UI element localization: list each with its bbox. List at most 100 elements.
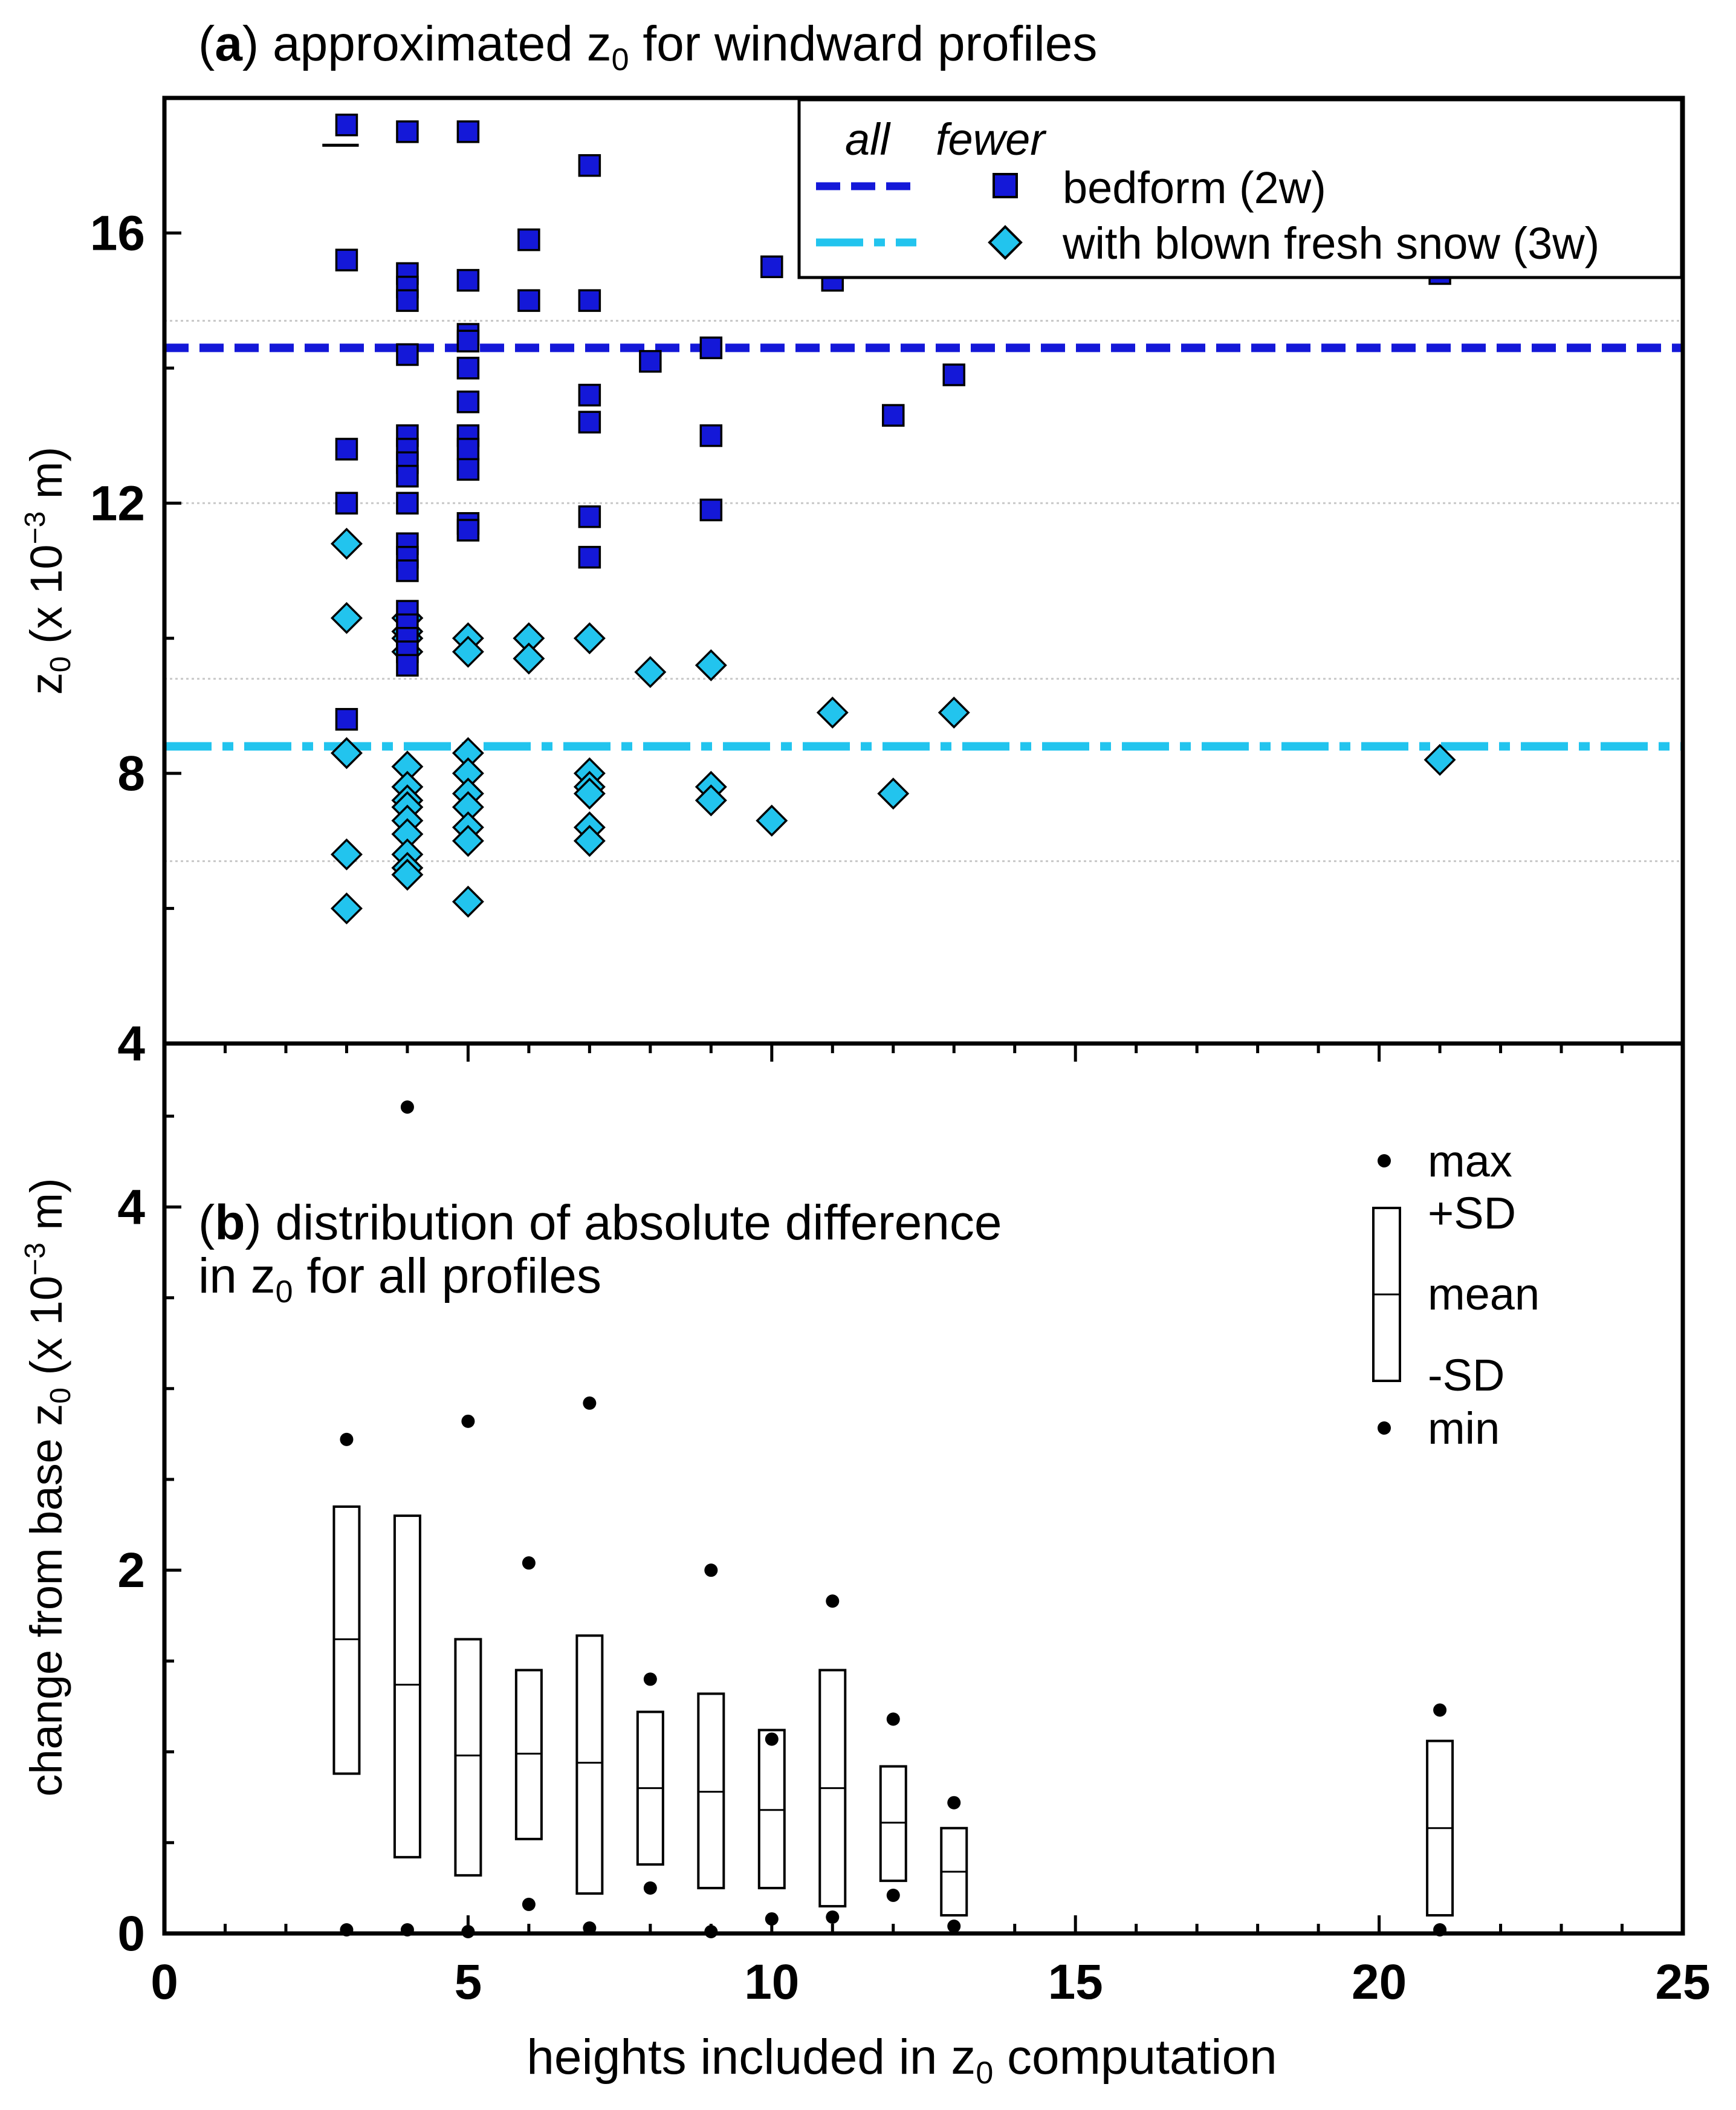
bedform-point (578, 289, 601, 312)
panel-b-legend: max +SD mean -SD min (1372, 1136, 1540, 1453)
min-dot (886, 1888, 900, 1902)
panel-b-y-label: change from base z0 (x 10−3 m) (19, 1178, 77, 1796)
fresh-snow-point (330, 737, 363, 770)
legend-min-label: min (1428, 1403, 1500, 1453)
fresh-snow-point (573, 825, 606, 857)
sd-box (454, 1638, 482, 1877)
fresh-snow-point (452, 825, 484, 857)
panel-a-points (330, 113, 1456, 925)
panel-b: 0 2 4 0 5 10 15 20 25 (b) distribution of absol… (19, 1041, 1711, 2091)
sd-box (514, 1669, 543, 1840)
legend-marker-fresh-snow (988, 225, 1023, 260)
panel-b-boxes (332, 1100, 1454, 1938)
bedform-point (456, 438, 480, 461)
legend-box (797, 98, 1683, 279)
y-tick-label: 0 (117, 1906, 145, 1961)
fresh-snow-point (573, 777, 606, 810)
max-dot (826, 1594, 840, 1608)
legend-header-all: all (845, 114, 892, 164)
bedform-point (760, 255, 783, 279)
bedform-point (578, 383, 601, 407)
panel-a-y-axis: 4 8 12 16 (90, 96, 181, 1071)
bedform-point (882, 404, 905, 427)
bedform-point (578, 505, 601, 528)
fresh-snow-point (695, 784, 727, 817)
sd-box (879, 1765, 907, 1882)
fresh-snow-point (330, 892, 363, 925)
bedform-point (942, 363, 965, 386)
sd-box (332, 1505, 361, 1775)
min-dot (826, 1910, 840, 1924)
fresh-snow-point (330, 527, 363, 560)
bedform-point (456, 458, 480, 481)
bedform-point (335, 708, 358, 731)
bedform-point (578, 154, 601, 177)
panel-a: (a) approximated z0 for windward profile… (19, 16, 1685, 1071)
bedform-point (335, 113, 358, 137)
x-tick-label: 5 (455, 1955, 482, 2010)
fresh-snow-point (452, 635, 484, 668)
max-dot (400, 1100, 414, 1114)
fresh-snow-point (695, 649, 727, 681)
max-dot (947, 1796, 961, 1810)
legend-mean-label: mean (1428, 1269, 1540, 1319)
max-dot (461, 1414, 475, 1428)
bedform-point (456, 390, 480, 414)
legend-marker-bedform (993, 173, 1018, 198)
max-dot (704, 1563, 718, 1577)
bedform-point (335, 438, 358, 461)
x-tick-label: 20 (1352, 1955, 1407, 2010)
bedform-point (396, 289, 419, 312)
panel-a-title: (a) approximated z0 for windward profile… (198, 16, 1097, 77)
bedform-point (335, 492, 358, 515)
max-dot (340, 1432, 354, 1446)
x-tick-label: 10 (744, 1955, 799, 2010)
max-dot (1433, 1703, 1447, 1717)
y-tick-label: 4 (117, 1180, 145, 1235)
bedform-point (456, 357, 480, 380)
bedform-point (456, 329, 480, 352)
panel-b-x-axis: 0 5 10 15 20 25 (151, 1044, 1711, 2010)
bedform-point (578, 545, 601, 569)
bedform-point (578, 411, 601, 433)
fresh-snow-point (452, 885, 484, 918)
panel-b-x-label: heights included in z0 computation (526, 2030, 1277, 2091)
max-dot (583, 1396, 597, 1410)
legend-minus-sd-label: -SD (1428, 1350, 1504, 1400)
panel-a-y-label: z0 (x 10−3 m) (19, 447, 77, 695)
y-tick-label: 2 (117, 1543, 145, 1598)
fresh-snow-point (634, 656, 667, 689)
panel-b-y-axis: 0 2 4 (117, 1114, 181, 1961)
sd-box (757, 1729, 786, 1889)
y-tick-label: 4 (117, 1016, 145, 1071)
panel-b-frame (162, 1041, 1685, 1936)
fresh-snow-point (513, 642, 545, 675)
bedform-point (456, 120, 480, 143)
y-tick-label: 16 (90, 206, 145, 261)
sd-box (393, 1514, 421, 1858)
x-tick-label: 15 (1048, 1955, 1103, 2010)
bedform-point (639, 349, 662, 373)
bedform-point (335, 248, 358, 271)
max-dot (522, 1556, 536, 1570)
sd-box (697, 1692, 725, 1889)
fresh-snow-point (816, 696, 849, 729)
fresh-snow-point (1423, 744, 1456, 776)
bedform-point (396, 654, 419, 677)
legend-max-dot (1378, 1154, 1391, 1167)
fresh-snow-point (391, 859, 424, 891)
bedform-point (396, 343, 419, 366)
legend-max-label: max (1428, 1136, 1512, 1186)
legend-header-fewer: fewer (936, 114, 1047, 164)
legend-plus-sd-label: +SD (1428, 1188, 1516, 1238)
fresh-snow-point (938, 696, 970, 729)
bedform-point (396, 559, 419, 582)
bedform-point (456, 519, 480, 542)
legend-label-bedform: bedform (2w) (1063, 163, 1326, 213)
panel-a-legend: all fewer bedform (2w) with blown fresh … (797, 98, 1683, 279)
fresh-snow-point (877, 777, 910, 810)
y-tick-label: 8 (117, 746, 145, 801)
bedform-point (396, 492, 419, 515)
bedform-point (699, 498, 723, 522)
